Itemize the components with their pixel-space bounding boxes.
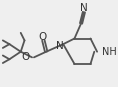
Text: N: N (55, 41, 63, 51)
Text: O: O (21, 52, 29, 62)
Text: NH: NH (102, 47, 117, 57)
Text: O: O (38, 32, 46, 42)
Text: N: N (80, 3, 88, 13)
